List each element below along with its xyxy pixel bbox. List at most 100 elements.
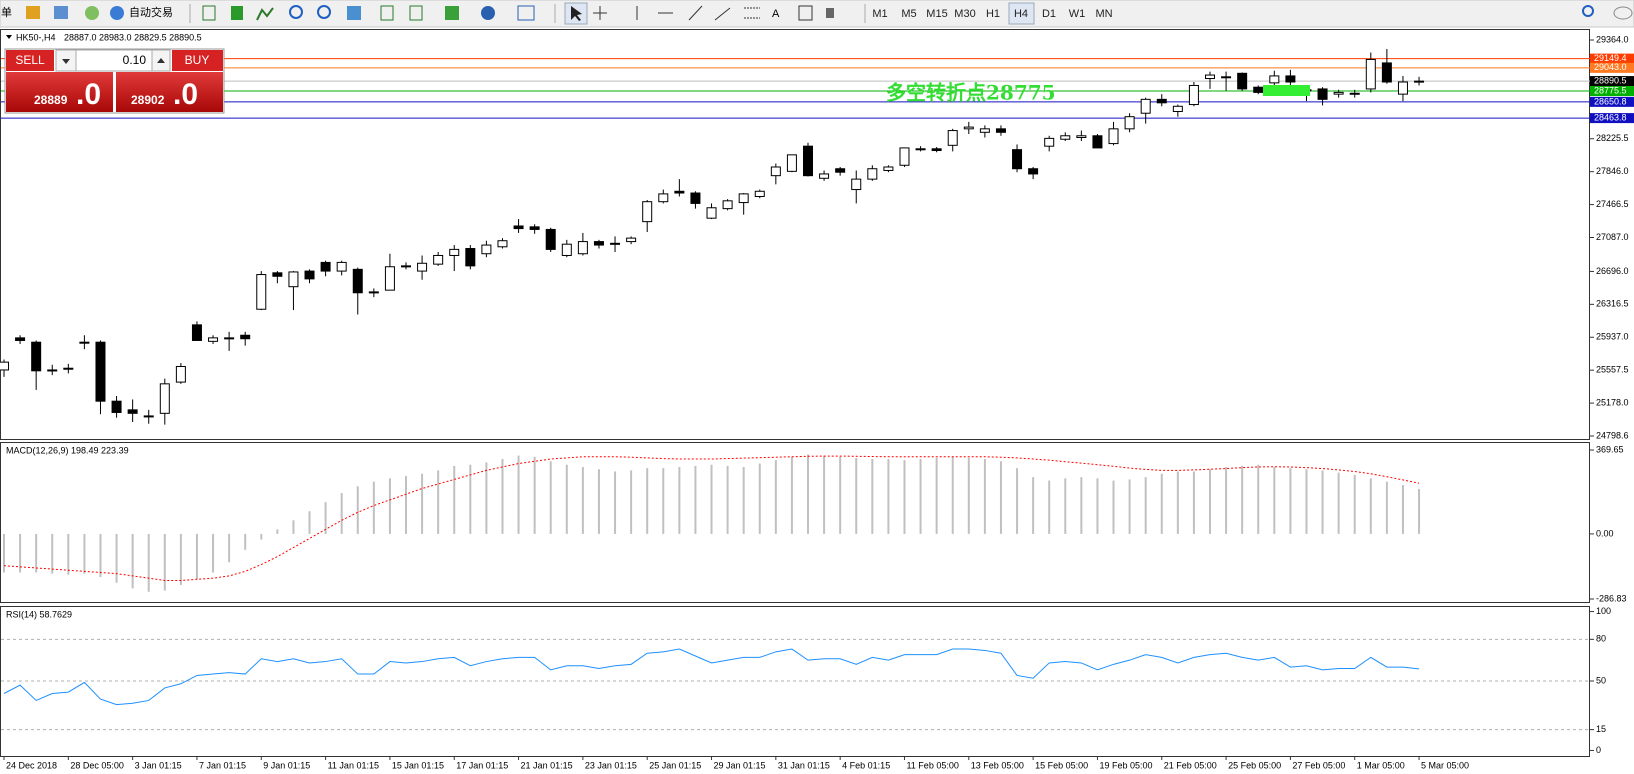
icon[interactable]: [54, 6, 68, 19]
trend-tool[interactable]: [688, 5, 703, 21]
candle-body: [433, 254, 444, 265]
toolbar-bg: [0, 0, 1634, 28]
level-label-bg: [1590, 113, 1634, 124]
candle-body: [1221, 76, 1232, 79]
timeframe[interactable]: M1: [872, 8, 887, 20]
candle-body: [513, 225, 524, 230]
icon[interactable]: [481, 6, 495, 20]
timeframe[interactable]: D1: [1042, 8, 1056, 20]
icon[interactable]: [826, 8, 834, 18]
level-label: 28650.8: [1594, 96, 1627, 106]
x-tick-label: 21 Feb 05:00: [1164, 760, 1217, 770]
x-tick-label: 11 Jan 01:15: [328, 760, 379, 770]
x-tick-label: 17 Jan 01:15: [456, 760, 508, 770]
channel-tool[interactable]: [714, 7, 731, 21]
level-label: 28775.5: [1594, 85, 1627, 95]
candle-body: [577, 241, 588, 255]
panel-title: MACD(12,26,9) 198.49 223.39: [6, 445, 129, 455]
chat[interactable]: [1613, 6, 1633, 20]
timeframe[interactable]: W1: [1069, 8, 1086, 20]
icon[interactable]: [26, 6, 40, 19]
icon[interactable]: [231, 6, 243, 20]
candle-body: [1253, 86, 1264, 93]
bid-box[interactable]: [6, 72, 113, 112]
y-tick-label: 27846.0: [1596, 166, 1629, 176]
icon[interactable]: [445, 6, 459, 20]
bid-price[interactable]: 28889: [34, 93, 68, 107]
candle-body: [1124, 116, 1135, 130]
timeframe[interactable]: M30: [954, 8, 975, 20]
candle-body: [1365, 58, 1376, 90]
candle-body: [1205, 74, 1215, 80]
candle-body: [931, 148, 942, 152]
level-label: 28463.8: [1594, 112, 1627, 122]
timeframe[interactable]: M15: [926, 8, 947, 20]
candle-body: [1237, 72, 1248, 90]
zoom-out[interactable]: [317, 5, 331, 19]
lot-value[interactable]: 0.10: [123, 53, 147, 67]
candle-body: [979, 128, 990, 133]
bid-fraction[interactable]: .0: [76, 78, 101, 111]
y-tick-label: 26316.5: [1596, 299, 1629, 309]
level-label-bg: [1590, 76, 1634, 87]
candle-body: [1092, 135, 1103, 149]
candle-body: [835, 168, 846, 173]
candle-body: [899, 147, 910, 166]
x-tick-label: 29 Jan 01:15: [714, 760, 766, 770]
timeframe[interactable]: M5: [901, 8, 916, 20]
candle-body: [15, 337, 26, 341]
x-tick-label: 11 Feb 05:00: [906, 760, 958, 770]
icon[interactable]: [202, 5, 216, 21]
x-tick-label: 21 Jan 01:15: [521, 760, 573, 770]
icon[interactable]: [256, 7, 274, 21]
timeframe[interactable]: H1: [986, 8, 1000, 20]
x-tick-label: 3 Jan 01:15: [135, 760, 182, 770]
icon: [157, 58, 165, 63]
ask-fraction[interactable]: .0: [173, 78, 198, 111]
buy-label[interactable]: BUY: [185, 53, 210, 67]
y-tick-label: 28225.5: [1596, 133, 1629, 143]
zoom-in[interactable]: [289, 5, 303, 19]
buy-button[interactable]: [172, 50, 223, 71]
auto-trade-icon[interactable]: [110, 6, 124, 20]
timeframe[interactable]: H4: [1014, 8, 1028, 20]
panel-title: 28887.0 28983.0 28829.5 28890.5: [64, 32, 202, 42]
menu-label[interactable]: 单: [1, 6, 12, 19]
icon[interactable]: [517, 5, 535, 21]
chart-menu-icon[interactable]: [6, 35, 12, 39]
candle-body: [256, 274, 267, 310]
icon[interactable]: [347, 6, 361, 20]
label-tool[interactable]: [798, 5, 813, 21]
candle-body: [497, 240, 508, 248]
annotation: 多空转折点28775: [886, 81, 1056, 105]
candle-body: [722, 200, 733, 210]
level-label: 29043.0: [1594, 62, 1627, 72]
icon[interactable]: [85, 6, 99, 20]
x-tick-label: 19 Feb 05:00: [1099, 760, 1152, 770]
x-tick-label: 4 Feb 01:15: [842, 760, 890, 770]
candle-body: [545, 228, 556, 250]
search[interactable]: [1582, 5, 1594, 17]
icon: [571, 6, 582, 21]
candle-body: [1044, 137, 1055, 147]
level-label-bg: [1590, 53, 1634, 64]
sell-button[interactable]: [6, 50, 54, 71]
level-label-bg: [1590, 96, 1634, 107]
candle-body: [272, 272, 283, 277]
ask-price[interactable]: 28902: [131, 93, 165, 107]
timeframe-active[interactable]: [1008, 2, 1035, 25]
x-tick-label: 13 Feb 05:00: [971, 760, 1024, 770]
timeframe[interactable]: MN: [1095, 8, 1112, 20]
ask-box[interactable]: [116, 72, 223, 112]
candle-body: [95, 341, 106, 402]
x-tick-label: 5 Mar 05:00: [1421, 760, 1469, 770]
icon[interactable]: [380, 5, 394, 21]
text-tool[interactable]: A: [772, 8, 780, 20]
candle-body: [819, 173, 830, 179]
candle-body: [1397, 81, 1408, 95]
y-tick-label: 25557.5: [1596, 365, 1629, 375]
icon[interactable]: [409, 5, 423, 21]
sell-label[interactable]: SELL: [15, 53, 45, 67]
auto-trade[interactable]: 自动交易: [129, 5, 173, 19]
candle-body: [674, 190, 685, 194]
